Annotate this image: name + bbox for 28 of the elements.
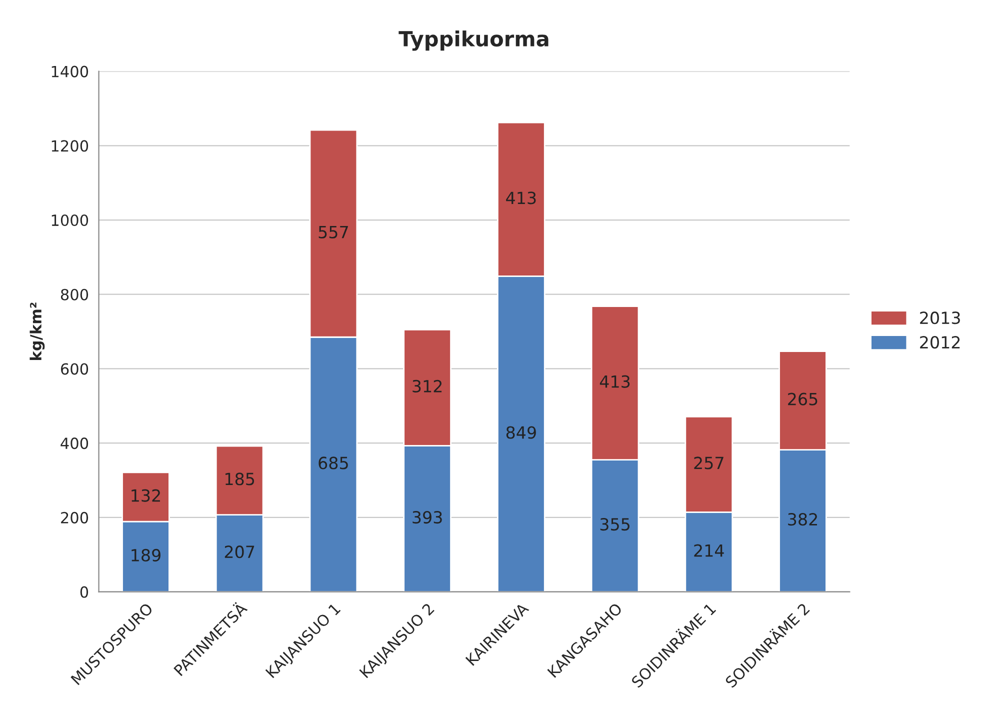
data-label: 132	[132, 489, 160, 502]
data-label: 257	[694, 456, 724, 470]
data-label: 355	[600, 518, 630, 531]
data-label: 207	[224, 546, 254, 558]
data-label: 557	[318, 226, 348, 238]
data-label: 413	[506, 192, 536, 204]
y-tick-label: 600	[60, 363, 88, 375]
data-label: 413	[600, 375, 630, 388]
y-tick-label: 800	[60, 288, 88, 300]
y-axis-title: kg/km²	[30, 302, 45, 360]
data-label: 382	[788, 513, 817, 526]
y-tick-label: 1000	[52, 214, 88, 226]
y-tick-label: 200	[61, 512, 88, 524]
data-label: 685	[318, 456, 348, 470]
data-label: 312	[412, 380, 442, 393]
y-tick-label: 1400	[52, 66, 88, 78]
data-label: 185	[226, 472, 254, 486]
legend-label: 2012	[920, 336, 960, 349]
chart-title: Typpikuorma	[398, 30, 548, 51]
data-label: 214	[694, 544, 724, 557]
data-label: 849	[506, 426, 536, 439]
data-label: 393	[412, 510, 442, 524]
y-tick-label: 400	[60, 438, 88, 450]
y-tick-label: 0	[80, 586, 88, 598]
data-label: 189	[132, 548, 160, 562]
y-tick-label: 1200	[52, 140, 88, 152]
legend-label: 2013	[920, 312, 960, 324]
data-label: 265	[788, 392, 818, 406]
